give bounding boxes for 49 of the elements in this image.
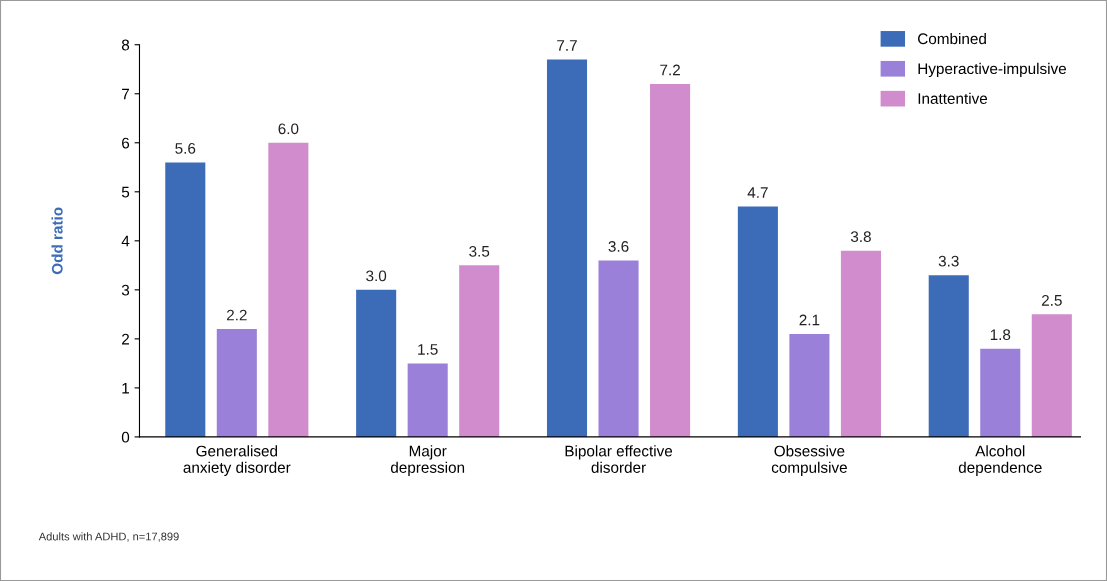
y-axis-title: Odd ratio	[51, 207, 63, 275]
bar	[737, 206, 778, 437]
bar	[216, 329, 257, 437]
bar	[268, 142, 309, 437]
bar	[356, 289, 397, 437]
data-label: 2.5	[1041, 294, 1062, 306]
x-tick-label: Generalised anxiety disorder	[183, 445, 291, 476]
y-tick-label: 8	[121, 39, 130, 51]
data-label: 7.7	[557, 40, 577, 51]
legend-label: Inattentive	[918, 92, 988, 104]
y-tick-label: 7	[122, 88, 129, 100]
x-tick-label: Bipolar effective disorder	[565, 445, 673, 473]
data-label: 2.2	[226, 309, 247, 321]
data-label: 3.8	[850, 231, 871, 243]
bar	[650, 83, 691, 437]
legend-label: Combined	[918, 32, 986, 45]
data-label: 2.1	[799, 314, 820, 326]
y-tick-label: 3	[121, 284, 130, 296]
y-tick-label: 0	[121, 431, 130, 443]
bar	[840, 250, 881, 437]
data-label: 1.5	[418, 344, 438, 355]
bar	[459, 265, 500, 437]
data-label: 3.0	[366, 270, 387, 282]
y-tick-label: 5	[121, 186, 130, 198]
y-tick-label: 2	[122, 333, 129, 345]
data-label: 1.8	[990, 329, 1011, 341]
bar	[928, 275, 969, 437]
y-tick-label: 6	[122, 137, 130, 149]
bar	[165, 162, 206, 437]
y-tick-label: 4	[121, 235, 130, 247]
text: Adults with ADHD, n=17,899	[38, 532, 179, 542]
data-label: 4.7	[747, 187, 768, 198]
data-label: 3.5	[469, 245, 490, 257]
x-tick-label: Obsessive compulsive	[771, 445, 847, 476]
data-label: 3.3	[938, 255, 959, 267]
data-label: 7.2	[660, 64, 680, 76]
bar	[980, 348, 1021, 437]
data-label: 3.6	[608, 241, 629, 252]
data-label: 5.6	[175, 143, 196, 154]
bar	[407, 363, 448, 437]
legend-label: Hyperactive-impulsive	[918, 62, 1067, 78]
bar	[598, 260, 639, 437]
bar	[1031, 314, 1072, 437]
bar	[789, 333, 830, 437]
data-label: 6.0	[278, 123, 299, 135]
y-tick-label: 1	[122, 382, 130, 394]
x-tick-label: Alcohol dependence	[958, 445, 1042, 476]
x-tick-label: Major depression	[390, 445, 465, 476]
bar	[546, 59, 588, 437]
